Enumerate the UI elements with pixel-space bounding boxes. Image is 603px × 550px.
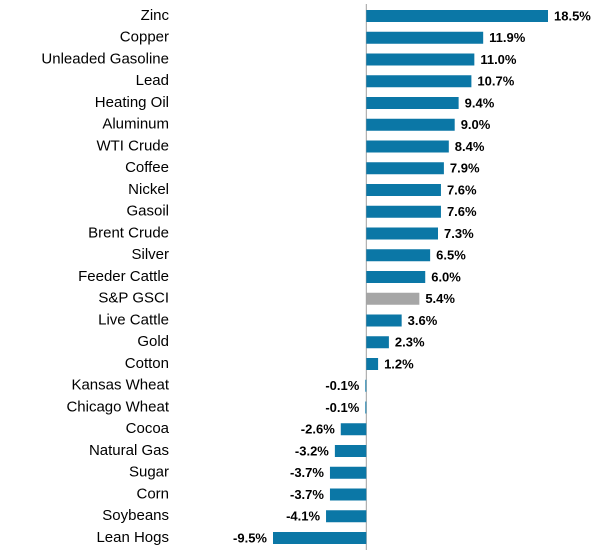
bar	[366, 292, 420, 305]
category-label: Feeder Cattle	[78, 268, 169, 285]
value-label: -9.5%	[233, 530, 267, 545]
category-label: Coffee	[125, 159, 169, 176]
bar	[366, 205, 441, 218]
category-label: Chicago Wheat	[66, 398, 169, 415]
category-label: Heating Oil	[95, 94, 169, 111]
category-label: Lean Hogs	[96, 529, 169, 546]
category-label: Lead	[136, 72, 169, 89]
category-label: Gold	[137, 333, 169, 350]
value-label: -2.6%	[301, 422, 335, 437]
value-label: -4.1%	[286, 509, 320, 524]
category-label: Gasoil	[126, 203, 169, 220]
value-label: 2.3%	[395, 335, 425, 350]
value-label: 7.6%	[447, 182, 477, 197]
bar	[366, 118, 455, 131]
bar	[366, 227, 438, 240]
value-label: 7.3%	[444, 226, 474, 241]
value-label: -3.2%	[295, 443, 329, 458]
value-label: 6.0%	[431, 269, 461, 284]
value-label: 7.9%	[450, 161, 480, 176]
bar	[366, 140, 449, 153]
category-label: Corn	[136, 485, 169, 502]
category-label: Nickel	[128, 181, 169, 198]
bar	[329, 466, 367, 479]
value-label: -3.7%	[290, 487, 324, 502]
value-label: -3.7%	[290, 465, 324, 480]
bar	[366, 358, 379, 370]
category-label: S&P GSCI	[98, 290, 169, 307]
bar	[366, 10, 548, 22]
bar	[366, 336, 389, 349]
bar	[365, 379, 367, 392]
category-label: Sugar	[129, 464, 169, 481]
value-label: 7.6%	[447, 204, 477, 219]
bar	[340, 423, 367, 436]
bar	[366, 97, 459, 109]
category-label: Natural Gas	[89, 442, 169, 459]
value-label: 9.4%	[465, 95, 495, 110]
category-label: Kansas Wheat	[71, 377, 169, 394]
category-label: Live Cattle	[98, 311, 169, 328]
category-label: Zinc	[141, 7, 170, 24]
value-label: 3.6%	[408, 313, 438, 328]
bar	[366, 53, 475, 66]
bar	[366, 31, 484, 44]
value-label: 10.7%	[477, 74, 514, 89]
value-label: 1.2%	[384, 356, 414, 371]
bar	[365, 401, 367, 414]
category-label: Aluminum	[102, 116, 169, 133]
value-label: 9.0%	[461, 117, 491, 132]
category-label: Brent Crude	[88, 224, 169, 241]
bar	[366, 314, 402, 327]
category-label: Silver	[131, 246, 169, 263]
bar	[366, 75, 472, 88]
value-label: 6.5%	[436, 248, 466, 263]
bar	[366, 249, 431, 262]
value-label: 11.0%	[480, 52, 517, 67]
bar	[366, 184, 441, 196]
bar	[366, 162, 444, 175]
value-label: 18.5%	[554, 8, 591, 23]
value-label: 11.9%	[489, 30, 526, 45]
category-label: Cocoa	[126, 420, 170, 437]
category-label: Soybeans	[102, 507, 169, 524]
bar	[329, 488, 367, 501]
bar	[273, 532, 367, 544]
bar	[366, 271, 426, 283]
value-label: -0.1%	[325, 400, 359, 415]
bar	[334, 445, 367, 457]
category-label: Cotton	[125, 355, 169, 372]
value-label: -0.1%	[325, 378, 359, 393]
category-label: Unleaded Gasoline	[41, 50, 169, 67]
value-label: 5.4%	[425, 291, 455, 306]
category-label: Copper	[120, 29, 169, 46]
category-label: WTI Crude	[96, 137, 169, 154]
bar	[326, 510, 367, 523]
value-label: 8.4%	[455, 139, 485, 154]
